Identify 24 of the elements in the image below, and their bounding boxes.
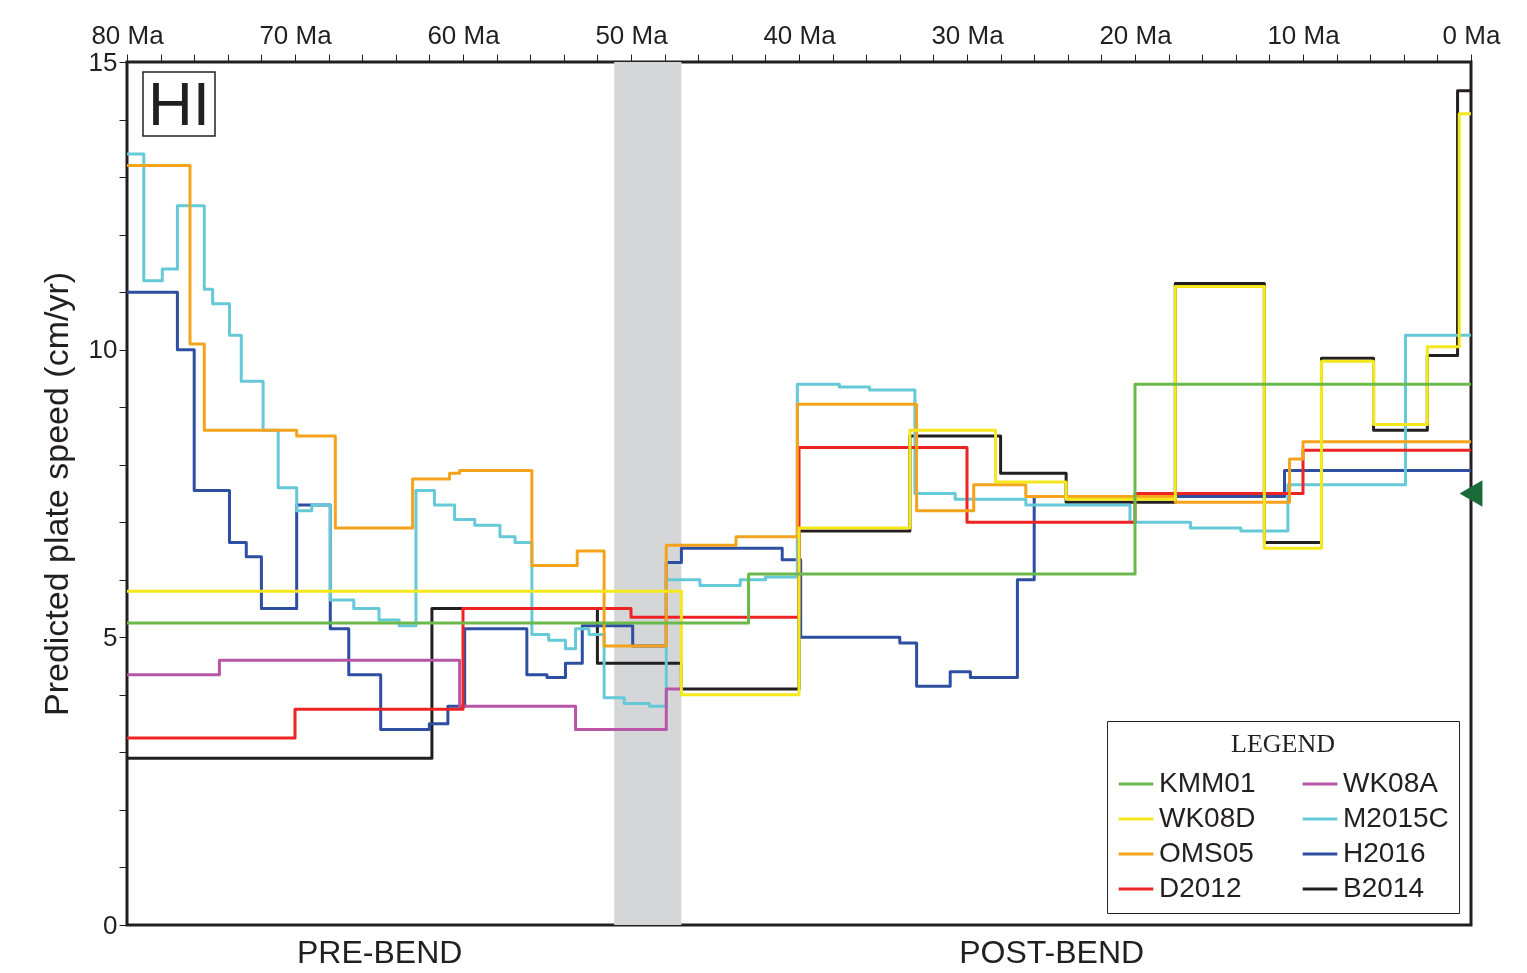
y-axis-title: Predicted plate speed (cm/yr) bbox=[36, 271, 75, 717]
legend-label: KMM01 bbox=[1159, 767, 1256, 798]
legend-label: OMS05 bbox=[1159, 837, 1254, 868]
legend-title: LEGEND bbox=[1231, 729, 1335, 758]
x-tick-label: 50 Ma bbox=[595, 19, 669, 50]
x-tick-label: 10 Ma bbox=[1267, 19, 1341, 50]
x-tick-label: 60 Ma bbox=[427, 19, 501, 50]
x-tick-label: 0 Ma bbox=[1442, 19, 1501, 50]
y-tick-label: 10 bbox=[88, 334, 118, 365]
x-tick-label: 40 Ma bbox=[763, 19, 837, 50]
x-tick-label: 70 Ma bbox=[259, 19, 333, 50]
text: PRE-BEND bbox=[296, 934, 463, 970]
annotation: HI bbox=[148, 69, 210, 138]
y-tick-label: 5 bbox=[103, 621, 118, 652]
legend-label: D2012 bbox=[1159, 872, 1242, 903]
text: POST-BEND bbox=[959, 934, 1145, 970]
y-tick-label: 0 bbox=[103, 909, 118, 940]
legend-label: WK08A bbox=[1343, 767, 1439, 798]
legend-label: H2016 bbox=[1343, 837, 1426, 868]
x-tick-label: 20 Ma bbox=[1099, 19, 1173, 50]
legend-label: M2015C bbox=[1343, 802, 1449, 833]
legend-label: B2014 bbox=[1343, 872, 1424, 903]
legend-label: WK08D bbox=[1159, 802, 1256, 833]
x-tick-label: 30 Ma bbox=[931, 19, 1005, 50]
